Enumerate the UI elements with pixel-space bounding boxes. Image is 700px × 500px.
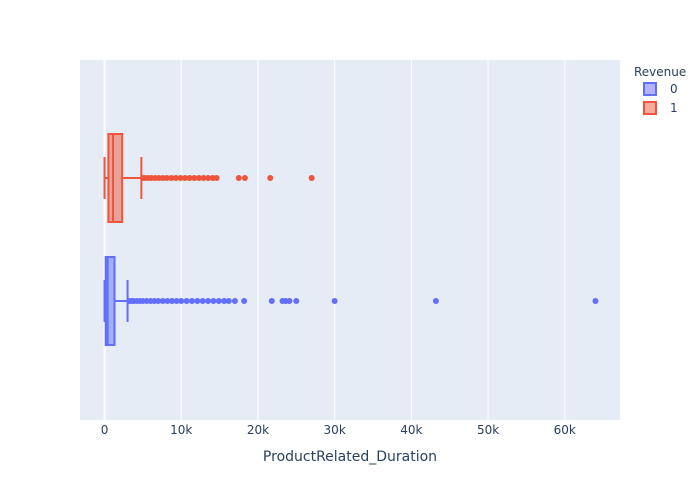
outlier-point [235, 175, 242, 181]
outlier-point [241, 175, 248, 181]
x-tick-label: 20k [247, 423, 269, 437]
x-tick-label: 40k [400, 423, 422, 437]
outlier-point [221, 298, 228, 304]
boxes [103, 133, 599, 346]
legend-swatch [643, 82, 657, 96]
outlier-point [225, 298, 232, 304]
iqr-box [107, 133, 124, 223]
iqr-box [104, 256, 116, 346]
legend-label: 0 [670, 82, 678, 96]
outlier-point [191, 175, 198, 181]
outlier-point [592, 298, 599, 304]
outlier-point [432, 298, 439, 304]
gridlines [103, 60, 566, 420]
outlier-point [194, 298, 201, 304]
outlier-point [267, 175, 274, 181]
outlier-point [331, 298, 338, 304]
x-tick-label: 10k [170, 423, 192, 437]
legend[interactable]: Revenue 0 1 [634, 65, 686, 115]
outlier-point [164, 298, 171, 304]
outlier-point [286, 298, 293, 304]
x-tick-label: 30k [324, 423, 346, 437]
x-tick-label: 60k [554, 423, 576, 437]
outlier-point [182, 175, 189, 181]
legend-item-0[interactable]: 0 [643, 82, 678, 96]
x-axis-ticks: 0 10k 20k 30k 40k 50k 60k [101, 423, 576, 437]
outlier-point [205, 175, 212, 181]
outlier-point [241, 298, 248, 304]
outlier-point [169, 298, 176, 304]
outlier-point [188, 298, 195, 304]
outlier-point [159, 298, 166, 304]
outlier-point [195, 175, 202, 181]
x-tick-label: 50k [477, 423, 499, 437]
box-series-0 [103, 256, 599, 346]
outlier-point [200, 175, 207, 181]
outlier-point [173, 298, 180, 304]
outlier-point [199, 298, 206, 304]
outlier-point [178, 298, 185, 304]
legend-title: Revenue [634, 65, 686, 79]
outlier-point [155, 298, 162, 304]
box-series-1 [103, 133, 315, 223]
outlier-point [213, 175, 220, 181]
outlier-point [163, 175, 170, 181]
outlier-point [186, 175, 193, 181]
x-tick-label: 0 [101, 423, 109, 437]
outlier-point [168, 175, 175, 181]
x-axis-title: ProductRelated_Duration [263, 449, 437, 465]
legend-item-1[interactable]: 1 [643, 101, 678, 115]
outlier-point [183, 298, 190, 304]
outlier-point [231, 298, 238, 304]
outlier-point [293, 298, 300, 304]
outlier-point [308, 175, 315, 181]
outlier-point [268, 298, 275, 304]
outlier-point [177, 175, 184, 181]
outlier-point [205, 298, 212, 304]
legend-swatch [643, 101, 657, 115]
outlier-point [215, 298, 222, 304]
plot-area-background [80, 60, 620, 420]
outlier-point [172, 175, 179, 181]
legend-label: 1 [670, 101, 678, 115]
outlier-point [210, 298, 217, 304]
